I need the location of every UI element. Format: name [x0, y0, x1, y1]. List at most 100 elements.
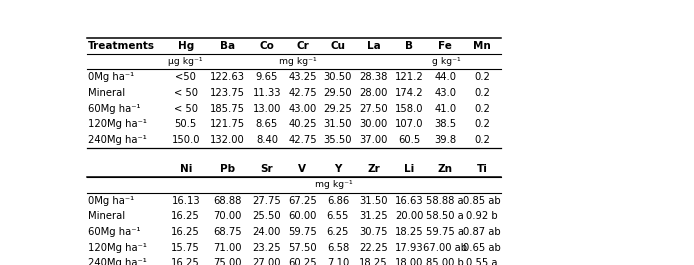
Text: 58.88 a: 58.88 a	[426, 196, 464, 206]
Text: 28.00: 28.00	[359, 88, 388, 98]
Text: 43.0: 43.0	[434, 88, 456, 98]
Text: 68.75: 68.75	[213, 227, 242, 237]
Text: 60.25: 60.25	[288, 258, 316, 265]
Text: 30.75: 30.75	[359, 227, 388, 237]
Text: 60Mg ha⁻¹: 60Mg ha⁻¹	[88, 227, 141, 237]
Text: 107.0: 107.0	[395, 119, 424, 129]
Text: 68.88: 68.88	[213, 196, 242, 206]
Text: 240Mg ha⁻¹: 240Mg ha⁻¹	[88, 135, 147, 145]
Text: 120Mg ha⁻¹: 120Mg ha⁻¹	[88, 119, 147, 129]
Text: 8.65: 8.65	[256, 119, 278, 129]
Text: 16.13: 16.13	[171, 196, 200, 206]
Text: 39.8: 39.8	[434, 135, 456, 145]
Text: 0.65 ab: 0.65 ab	[463, 243, 501, 253]
Text: 22.25: 22.25	[359, 243, 388, 253]
Text: 121.75: 121.75	[210, 119, 245, 129]
Text: 60Mg ha⁻¹: 60Mg ha⁻¹	[88, 104, 141, 114]
Text: g kg⁻¹: g kg⁻¹	[432, 57, 461, 66]
Text: 27.50: 27.50	[359, 104, 388, 114]
Text: 41.0: 41.0	[434, 104, 456, 114]
Text: 30.50: 30.50	[323, 72, 352, 82]
Text: 150.0: 150.0	[171, 135, 200, 145]
Text: 11.33: 11.33	[253, 88, 281, 98]
Text: 58.50 a: 58.50 a	[426, 211, 464, 221]
Text: 0Mg ha⁻¹: 0Mg ha⁻¹	[88, 196, 135, 206]
Text: Ba: Ba	[219, 41, 235, 51]
Text: 60.00: 60.00	[288, 211, 316, 221]
Text: 43.00: 43.00	[288, 104, 316, 114]
Text: Cu: Cu	[330, 41, 346, 51]
Text: 28.38: 28.38	[359, 72, 388, 82]
Text: 0.2: 0.2	[474, 88, 490, 98]
Text: 17.93: 17.93	[395, 243, 424, 253]
Text: 6.25: 6.25	[327, 227, 349, 237]
Text: 20.00: 20.00	[396, 211, 423, 221]
Text: 0Mg ha⁻¹: 0Mg ha⁻¹	[88, 72, 135, 82]
Text: 15.75: 15.75	[171, 243, 200, 253]
Text: 57.50: 57.50	[288, 243, 316, 253]
Text: 6.86: 6.86	[327, 196, 349, 206]
Text: Y: Y	[335, 164, 341, 174]
Text: 27.00: 27.00	[253, 258, 281, 265]
Text: Li: Li	[405, 164, 414, 174]
Text: Treatments: Treatments	[88, 41, 155, 51]
Text: 24.00: 24.00	[253, 227, 281, 237]
Text: 0.2: 0.2	[474, 72, 490, 82]
Text: 16.25: 16.25	[171, 211, 200, 221]
Text: 185.75: 185.75	[210, 104, 244, 114]
Text: 132.00: 132.00	[210, 135, 244, 145]
Text: Cr: Cr	[296, 41, 309, 51]
Text: 59.75 a: 59.75 a	[426, 227, 464, 237]
Text: 0.92 b: 0.92 b	[466, 211, 498, 221]
Text: 158.0: 158.0	[395, 104, 424, 114]
Text: 67.25: 67.25	[288, 196, 316, 206]
Text: 0.87 ab: 0.87 ab	[464, 227, 501, 237]
Text: 122.63: 122.63	[210, 72, 244, 82]
Text: 7.10: 7.10	[327, 258, 349, 265]
Text: 123.75: 123.75	[210, 88, 244, 98]
Text: 6.58: 6.58	[327, 243, 349, 253]
Text: Hg: Hg	[178, 41, 194, 51]
Text: 42.75: 42.75	[288, 88, 316, 98]
Text: 174.2: 174.2	[395, 88, 424, 98]
Text: 16.63: 16.63	[395, 196, 424, 206]
Text: 16.25: 16.25	[171, 227, 200, 237]
Text: Pb: Pb	[219, 164, 235, 174]
Text: Co: Co	[260, 41, 274, 51]
Text: 16.25: 16.25	[171, 258, 200, 265]
Text: 30.00: 30.00	[359, 119, 387, 129]
Text: 8.40: 8.40	[256, 135, 278, 145]
Text: 0.55 a: 0.55 a	[466, 258, 498, 265]
Text: Fe: Fe	[439, 41, 452, 51]
Text: 31.50: 31.50	[323, 119, 352, 129]
Text: 0.2: 0.2	[474, 104, 490, 114]
Text: < 50: < 50	[174, 88, 198, 98]
Text: Ti: Ti	[477, 164, 487, 174]
Text: 29.25: 29.25	[323, 104, 353, 114]
Text: 0.2: 0.2	[474, 119, 490, 129]
Text: 37.00: 37.00	[359, 135, 388, 145]
Text: Mn: Mn	[473, 41, 491, 51]
Text: 75.00: 75.00	[213, 258, 242, 265]
Text: 13.00: 13.00	[253, 104, 281, 114]
Text: 18.25: 18.25	[395, 227, 424, 237]
Text: 50.5: 50.5	[175, 119, 197, 129]
Text: 18.00: 18.00	[396, 258, 423, 265]
Text: Zr: Zr	[367, 164, 380, 174]
Text: < 50: < 50	[174, 104, 198, 114]
Text: 240Mg ha⁻¹: 240Mg ha⁻¹	[88, 258, 147, 265]
Text: μg kg⁻¹: μg kg⁻¹	[169, 57, 203, 66]
Text: 120Mg ha⁻¹: 120Mg ha⁻¹	[88, 243, 147, 253]
Text: 29.50: 29.50	[323, 88, 353, 98]
Text: Zn: Zn	[438, 164, 452, 174]
Text: 0.2: 0.2	[474, 135, 490, 145]
Text: <50: <50	[176, 72, 196, 82]
Text: 35.50: 35.50	[323, 135, 352, 145]
Text: mg kg⁻¹: mg kg⁻¹	[315, 180, 353, 189]
Text: 60.5: 60.5	[398, 135, 421, 145]
Text: Sr: Sr	[261, 164, 273, 174]
Text: Mineral: Mineral	[88, 211, 126, 221]
Text: 31.50: 31.50	[359, 196, 388, 206]
Text: La: La	[366, 41, 380, 51]
Text: Ni: Ni	[180, 164, 192, 174]
